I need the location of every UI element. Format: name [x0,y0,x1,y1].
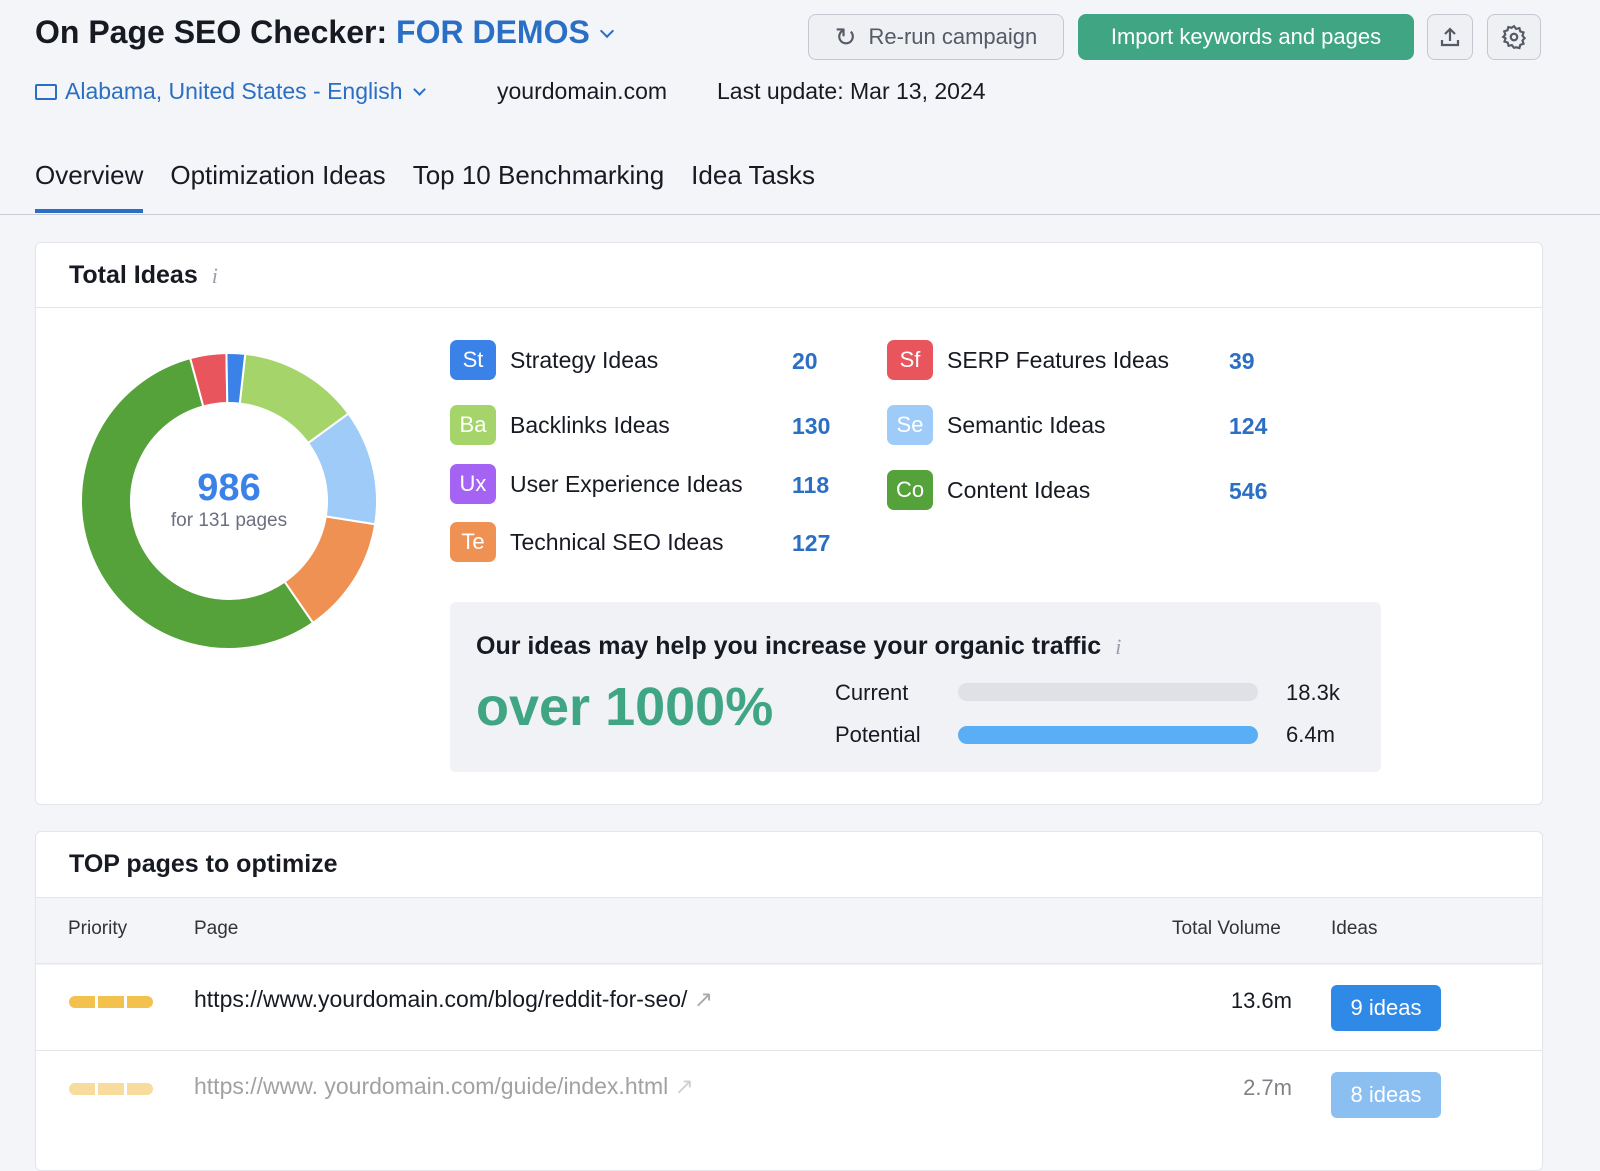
donut-slice-semantic-ideas[interactable] [306,412,378,526]
column-priority[interactable]: Priority [68,918,128,939]
refresh-icon: ↻ [834,21,857,52]
domain-label: yourdomain.com [497,78,668,104]
rerun-label: Re-run campaign [868,24,1038,49]
potential-value: 6.4m [1286,722,1335,747]
chevron-down-icon [412,83,426,96]
category-badge: Se [887,405,933,445]
card-header: TOP pages to optimize [36,832,1542,897]
rerun-campaign-button[interactable]: ↻ Re-run campaign [808,14,1064,60]
donut-caption: for 131 pages [171,510,287,531]
category-badge: Ux [450,464,496,504]
chevron-down-icon [599,23,614,39]
tab-overview[interactable]: Overview [35,160,144,213]
project-name: FOR DEMOS [396,14,590,50]
page-link[interactable]: https://www.yourdomain.com/blog/reddit-f… [194,986,713,1013]
category-label: SERP Features Ideas [947,346,1170,373]
category-label: Semantic Ideas [947,411,1106,438]
donut-total: 986 [197,467,260,509]
current-bar [958,683,1258,701]
tab-idea-tasks[interactable]: Idea Tasks [691,160,815,190]
ideas-donut-chart: 986 for 131 pages [80,352,378,650]
column-ideas[interactable]: Ideas [1331,918,1378,939]
external-link-icon[interactable]: ↗ [674,1073,694,1099]
traffic-increase: over 1000% [476,677,774,737]
category-label: Content Ideas [947,476,1091,503]
traffic-title-text: Our ideas may help you increase your org… [476,632,1102,660]
idea-category[interactable]: Ba Backlinks Ideas [450,405,670,445]
category-badge: Co [887,470,933,510]
total-volume: 13.6m [1230,988,1292,1013]
category-count[interactable]: 127 [792,530,831,556]
category-label: Strategy Ideas [510,346,659,373]
category-count[interactable]: 39 [1229,348,1255,374]
tab-optimization-ideas[interactable]: Optimization Ideas [170,160,386,190]
category-badge: Ba [450,405,496,445]
current-label: Current [835,680,909,705]
category-count[interactable]: 118 [792,472,830,498]
project-selector[interactable]: FOR DEMOS [396,14,614,50]
location-selector[interactable]: Alabama, United States - English [35,78,426,105]
info-icon[interactable]: i [211,263,218,288]
category-badge: Te [450,522,496,562]
row-divider [35,963,1543,964]
page-link[interactable]: https://www. yourdomain.com/guide/index.… [194,1073,694,1100]
row-divider [35,1050,1543,1051]
category-badge: Sf [887,340,933,380]
last-update: Last update: Mar 13, 2024 [717,78,986,104]
external-link-icon[interactable]: ↗ [693,986,714,1012]
category-count[interactable]: 20 [792,348,818,374]
category-label: User Experience Ideas [510,470,743,497]
info-icon[interactable]: i [1115,634,1122,659]
donut-slice-technical-seo-ideas[interactable] [283,515,377,625]
column-total-volume[interactable]: Total Volume [1172,918,1281,939]
category-count[interactable]: 130 [792,413,831,439]
idea-category[interactable]: Sf SERP Features Ideas [887,340,1169,380]
ideas-button[interactable]: 8 ideas [1331,1072,1441,1118]
donut-slice-strategy-ideas[interactable] [225,352,247,405]
category-label: Backlinks Ideas [510,411,670,438]
export-button[interactable] [1427,14,1473,60]
top-pages-card: TOP pages to optimize [35,831,1543,1171]
monitor-icon [35,84,57,100]
traffic-panel: Our ideas may help you increase your org… [450,602,1381,772]
page-url: https://www. yourdomain.com/guide/index.… [194,1073,669,1099]
import-keywords-button[interactable]: Import keywords and pages [1078,14,1414,60]
ideas-button[interactable]: 9 ideas [1331,985,1441,1031]
tab-top10-benchmarking[interactable]: Top 10 Benchmarking [412,160,665,190]
category-label: Technical SEO Ideas [510,528,724,555]
card-title: Total Ideas [69,261,198,289]
idea-category[interactable]: Co Content Ideas [887,470,1090,510]
category-count[interactable]: 124 [1229,413,1268,439]
table-header [36,897,1542,965]
idea-category[interactable]: Ux User Experience Ideas [450,464,743,504]
page-url: https://www.yourdomain.com/blog/reddit-f… [194,986,688,1012]
card-title: TOP pages to optimize [69,850,338,878]
idea-category[interactable]: St Strategy Ideas [450,340,658,380]
location-label: Alabama, United States - English [65,78,403,104]
potential-label: Potential [835,722,921,747]
priority-indicator [69,1083,153,1095]
idea-category[interactable]: Se Semantic Ideas [887,405,1106,445]
settings-button[interactable] [1487,14,1541,60]
potential-bar [958,726,1258,744]
category-badge: St [450,340,496,380]
current-value: 18.3k [1286,680,1340,705]
donut-slice-content-ideas[interactable] [80,356,315,650]
gear-icon [1501,24,1527,50]
card-header: Total Ideas i [36,243,1542,308]
priority-indicator [69,996,153,1008]
tool-name: On Page SEO Checker: [35,14,388,50]
idea-category[interactable]: Te Technical SEO Ideas [450,522,724,562]
category-count[interactable]: 546 [1229,478,1268,504]
tab-bar: Overview Optimization Ideas Top 10 Bench… [35,160,815,213]
column-page[interactable]: Page [194,918,239,939]
traffic-title: Our ideas may help you increase your org… [476,632,1121,661]
tab-divider [0,214,1600,215]
page-title: On Page SEO Checker: FOR DEMOS [35,14,614,51]
donut-slice-backlinks-ideas[interactable] [238,352,350,445]
upload-icon [1440,27,1460,47]
total-volume: 2.7m [1243,1075,1292,1100]
